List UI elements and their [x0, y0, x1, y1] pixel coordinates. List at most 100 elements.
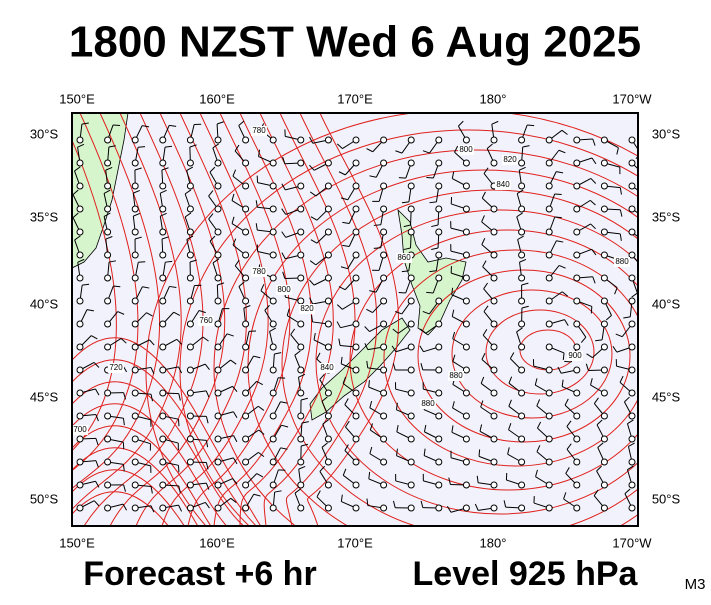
barb-station	[215, 298, 221, 304]
barb-station	[298, 321, 304, 327]
barb-station	[105, 298, 111, 304]
barb-station	[160, 413, 166, 419]
barb-station	[298, 252, 304, 258]
barb-station	[408, 160, 414, 166]
barb-station	[381, 390, 387, 396]
barb-station	[574, 160, 580, 166]
barb-station	[436, 367, 442, 373]
barb-station	[270, 505, 276, 511]
barb-station	[77, 390, 83, 396]
barb-station	[243, 298, 249, 304]
barb-station	[243, 183, 249, 189]
barb-station	[408, 390, 414, 396]
barb-station	[546, 436, 552, 442]
barb-station	[270, 436, 276, 442]
lon-label-top: 170°W	[612, 91, 652, 106]
barb-station	[408, 367, 414, 373]
barb-station	[77, 137, 83, 143]
barb-station	[546, 183, 552, 189]
barb-station	[187, 229, 193, 235]
barb-station	[77, 206, 83, 212]
barb-station	[270, 160, 276, 166]
barb-station	[519, 436, 525, 442]
barb-station	[436, 160, 442, 166]
barb-station	[160, 390, 166, 396]
lon-label-top: 180°	[480, 91, 507, 106]
barb-station	[491, 160, 497, 166]
barb-station	[463, 183, 469, 189]
barb-tick	[113, 286, 120, 287]
barb-station	[408, 298, 414, 304]
barb-station	[270, 229, 276, 235]
barb-station	[187, 321, 193, 327]
barb-station	[215, 436, 221, 442]
barb-station	[463, 413, 469, 419]
barb-station	[215, 183, 221, 189]
barb-tick	[527, 125, 534, 126]
barb-station	[353, 160, 359, 166]
lat-label-left: 30°S	[30, 126, 59, 141]
contour-label: 700	[73, 425, 87, 434]
barb-station	[436, 482, 442, 488]
barb-station	[105, 436, 111, 442]
barb-station	[215, 344, 221, 350]
barb-station	[574, 206, 580, 212]
barb-station	[546, 229, 552, 235]
barb-tick	[479, 449, 480, 456]
barb-station	[132, 183, 138, 189]
barb-station	[381, 413, 387, 419]
barb-station	[629, 275, 635, 281]
barb-station	[436, 206, 442, 212]
barb-station	[270, 321, 276, 327]
barb-station	[463, 459, 469, 465]
barb-station	[215, 229, 221, 235]
barb-station	[243, 482, 249, 488]
barb-station	[381, 275, 387, 281]
contour-label: 900	[568, 351, 582, 360]
barb-station	[105, 275, 111, 281]
barb-station	[160, 229, 166, 235]
barb-station	[270, 137, 276, 143]
barb-tick	[138, 147, 145, 148]
lon-label-bottom: 170°E	[337, 535, 373, 550]
barb-station	[77, 344, 83, 350]
barb-station	[243, 390, 249, 396]
barb-station	[519, 229, 525, 235]
contour-label: 840	[320, 363, 334, 372]
barb-station	[601, 482, 607, 488]
barb-station	[243, 344, 249, 350]
barb-station	[629, 482, 635, 488]
barb-station	[436, 275, 442, 281]
lat-label-right: 35°S	[652, 209, 681, 224]
lon-label-bottom: 160°E	[199, 535, 235, 550]
barb-station	[132, 206, 138, 212]
barb-station	[160, 482, 166, 488]
barb-station	[270, 413, 276, 419]
barb-station	[601, 390, 607, 396]
barb-station	[215, 482, 221, 488]
barb-station	[105, 321, 111, 327]
barb-station	[574, 321, 580, 327]
barb-station	[436, 390, 442, 396]
barb-station	[601, 206, 607, 212]
barb-station	[270, 482, 276, 488]
barb-station	[325, 344, 331, 350]
barb-station	[601, 505, 607, 511]
barb-station	[574, 436, 580, 442]
barb-station	[546, 505, 552, 511]
barb-station	[215, 367, 221, 373]
barb-station	[132, 367, 138, 373]
contour-label: 780	[252, 267, 266, 276]
barb-station	[381, 298, 387, 304]
barb-station	[546, 413, 552, 419]
barb-tick	[555, 194, 562, 195]
barb-station	[519, 275, 525, 281]
barb-station	[381, 160, 387, 166]
barb-station	[353, 229, 359, 235]
barb-station	[160, 459, 166, 465]
lat-label-left: 40°S	[30, 296, 59, 311]
contour-label: 760	[199, 316, 213, 325]
lat-label-right: 40°S	[652, 296, 681, 311]
contour-label: 820	[300, 304, 314, 313]
